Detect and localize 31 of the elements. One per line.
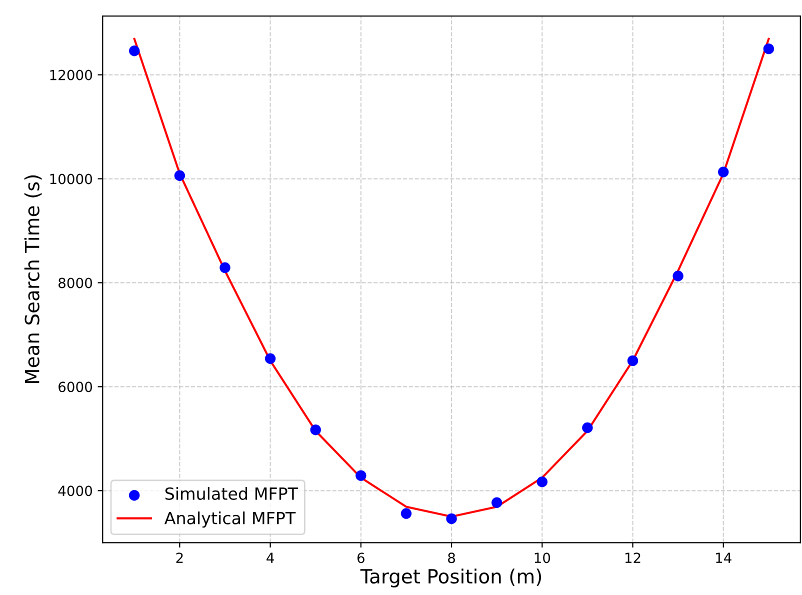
y-tick-label: 4000 bbox=[58, 486, 92, 496]
x-tick-label: 2 bbox=[176, 552, 183, 563]
point bbox=[400, 508, 412, 519]
point bbox=[718, 166, 729, 178]
x-tick-label: 14 bbox=[716, 552, 732, 563]
x-tick-label: 4 bbox=[266, 552, 274, 563]
point bbox=[536, 476, 548, 488]
point bbox=[627, 355, 638, 366]
point bbox=[446, 513, 457, 524]
y-axis-title: Mean Search Time (s) bbox=[24, 175, 42, 384]
y-tick-label: 12000 bbox=[50, 70, 92, 80]
point bbox=[582, 422, 593, 434]
x-tick-label: 6 bbox=[357, 552, 364, 564]
x-tick-label: 10 bbox=[534, 552, 550, 564]
legend-label: Analytical MFPT bbox=[164, 512, 296, 528]
point bbox=[129, 46, 140, 56]
point bbox=[491, 497, 502, 508]
point bbox=[356, 470, 366, 481]
x-tick-label: 12 bbox=[625, 552, 640, 563]
point bbox=[220, 262, 230, 274]
y-tick-label: 6000 bbox=[58, 382, 92, 392]
y-tick-label: 8000 bbox=[58, 278, 92, 288]
point bbox=[310, 424, 321, 436]
x-tick-label: 8 bbox=[448, 552, 455, 564]
legend-label: Simulated MFPT bbox=[165, 487, 298, 500]
x-axis-title: Target Position (m) bbox=[360, 568, 542, 588]
point bbox=[763, 43, 774, 54]
point bbox=[264, 353, 276, 364]
point bbox=[672, 270, 684, 282]
y-tick-label: 10000 bbox=[50, 174, 92, 184]
point bbox=[174, 170, 186, 181]
